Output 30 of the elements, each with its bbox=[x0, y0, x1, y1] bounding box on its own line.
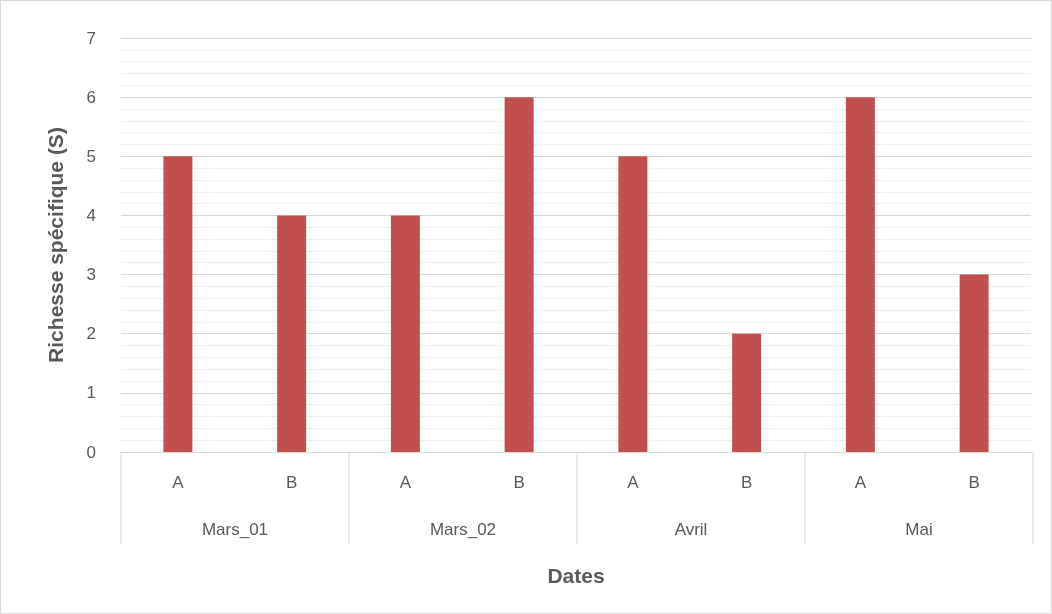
text: Mai bbox=[905, 519, 933, 539]
x-tick-label: B bbox=[740, 473, 753, 492]
bar bbox=[845, 97, 875, 452]
bar bbox=[732, 333, 762, 452]
y-axis-title: Richesse spécifique (S) bbox=[44, 127, 67, 363]
text: Mars_01 bbox=[201, 519, 269, 539]
y-tick-label: 2 bbox=[86, 324, 96, 344]
bar bbox=[959, 274, 989, 452]
x-tick-label: B bbox=[285, 473, 298, 492]
x-tick-label: A bbox=[854, 473, 867, 492]
bar bbox=[390, 215, 420, 452]
x-tick-label: A bbox=[627, 473, 640, 492]
y-tick-label: 7 bbox=[86, 28, 96, 48]
x-tick-label: A bbox=[172, 473, 185, 492]
x-tick-label: B bbox=[513, 473, 525, 492]
text: Mars_02 bbox=[429, 519, 497, 539]
y-tick-label: 6 bbox=[86, 87, 96, 107]
y-tick-label: 3 bbox=[86, 265, 96, 285]
x-tick-label: B bbox=[968, 473, 980, 492]
x-axis-title: Dates bbox=[547, 564, 605, 587]
text: Avril bbox=[674, 519, 708, 539]
bar bbox=[163, 156, 193, 452]
y-tick-label: 4 bbox=[86, 205, 96, 225]
bar bbox=[618, 156, 648, 452]
bar bbox=[277, 215, 307, 452]
y-tick-label: 0 bbox=[86, 442, 96, 462]
y-tick-label: 1 bbox=[86, 383, 96, 403]
bar bbox=[504, 97, 534, 452]
y-tick-label: 5 bbox=[86, 146, 96, 166]
x-tick-label: A bbox=[399, 473, 412, 492]
